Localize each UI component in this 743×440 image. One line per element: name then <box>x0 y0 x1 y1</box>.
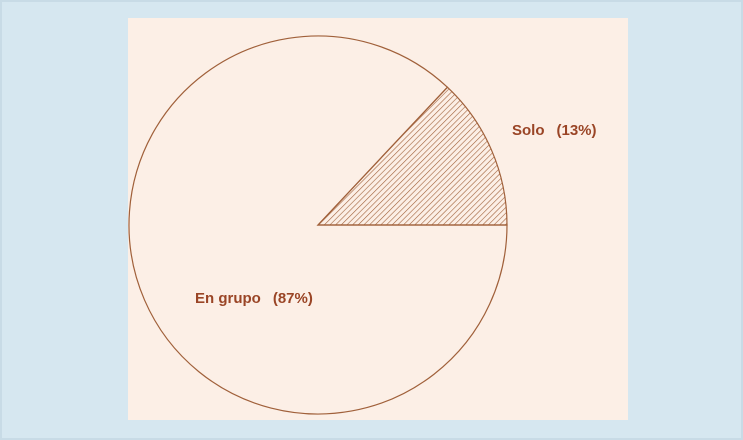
slice-value-label: (13%) <box>557 122 597 139</box>
slice-value-label: (87%) <box>273 290 313 307</box>
slice-label: En grupo <box>195 290 261 307</box>
slice-label: Solo <box>512 122 545 139</box>
pie-slice <box>128 35 508 415</box>
pie-slice <box>316 86 508 226</box>
